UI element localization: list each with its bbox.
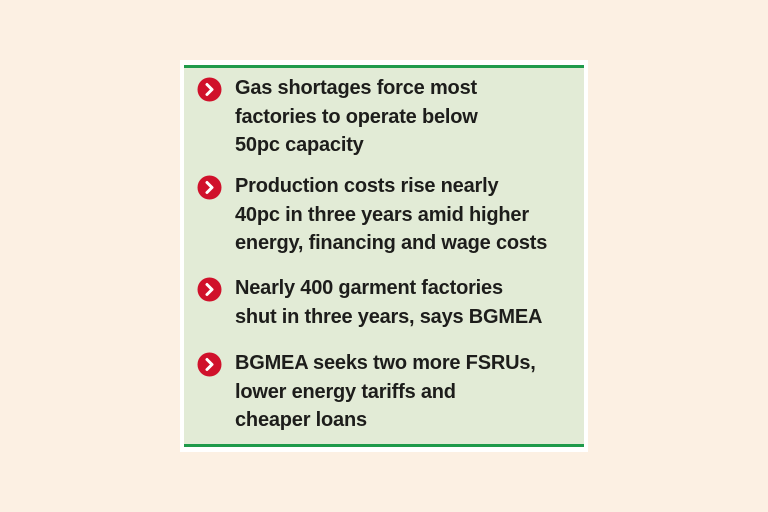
bullet-text: Production costs rise nearly bbox=[235, 175, 499, 197]
bullet-text: 50pc capacity bbox=[235, 134, 364, 157]
summary-panel bbox=[184, 65, 584, 447]
bullet-text: shut in three years, says BGMEA bbox=[235, 305, 543, 328]
bullet-text: lower energy tariffs and bbox=[235, 380, 456, 403]
bullet-icon bbox=[197, 77, 222, 102]
bullet-icon bbox=[197, 277, 222, 302]
bullet-text: energy, financing and wage costs bbox=[235, 232, 548, 255]
bullet-text: Gas shortages force most bbox=[235, 77, 477, 99]
bullet-icon bbox=[197, 175, 222, 200]
bullet-text: cheaper loans bbox=[235, 409, 367, 432]
bullet-icon bbox=[197, 352, 222, 377]
bullet-text: 40pc in three years amid higher bbox=[235, 203, 529, 226]
bullet-text: factories to operate below bbox=[235, 105, 478, 128]
bullet-text: BGMEA seeks two more FSRUs, bbox=[235, 352, 536, 374]
bullet-text: Nearly 400 garment factories bbox=[235, 277, 503, 299]
